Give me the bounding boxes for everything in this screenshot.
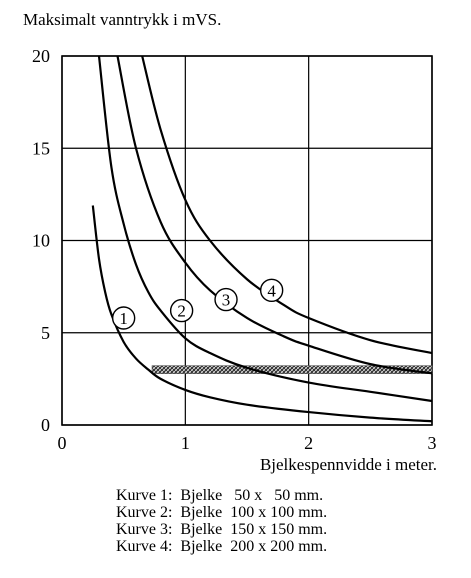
plot-frame (61, 55, 433, 426)
x-axis-label: Bjelkespennvidde i meter. (259, 455, 437, 474)
x-tick-label-2: 2 (304, 433, 313, 453)
y-tick-label-5: 5 (41, 323, 50, 343)
legend-item-3: Kurve 3: Bjelke 150 x 150 mm. (116, 521, 328, 538)
legend-item-2: Kurve 2: Bjelke 100 x 100 mm. (116, 504, 328, 521)
x-tick-label-3: 3 (428, 433, 437, 453)
legend: Kurve 1: Bjelke 50 x 50 mm. Kurve 2: Bje… (116, 487, 327, 555)
series-line-4 (141, 55, 433, 355)
curve-label-3: 3 (222, 291, 231, 310)
y-tick-label-0: 0 (41, 415, 50, 435)
series-line-3 (116, 55, 433, 375)
curve-label-circle-1 (111, 306, 136, 330)
y-tick-label-15: 15 (32, 138, 50, 158)
ticks-layer: 0 1 2 3 0 5 10 15 20 (32, 46, 437, 453)
curve-label-circle-4 (259, 278, 284, 303)
hatched-band (151, 365, 433, 374)
series-line-2 (97, 55, 433, 403)
y-tick-label-10: 10 (32, 231, 50, 251)
curve-label-circle-2 (169, 298, 194, 323)
curve-label-4: 4 (267, 281, 276, 300)
series-line-1 (91, 205, 433, 423)
curve-label-circle-3 (214, 287, 238, 312)
x-tick-label-1: 1 (181, 433, 190, 453)
curve-labels-layer: 1 2 3 4 (111, 278, 284, 330)
x-tick-label-0: 0 (58, 433, 67, 453)
legend-item-1: Kurve 1: Bjelke 50 x 50 mm. (116, 487, 324, 504)
y-axis-label: Maksimalt vanntrykk i mVS. (23, 10, 222, 29)
hatched-band-layer (151, 365, 433, 374)
curve-label-1: 1 (119, 309, 128, 328)
legend-item-4: Kurve 4: Bjelke 200 x 200 mm. (116, 538, 328, 555)
curve-label-2: 2 (177, 302, 186, 321)
y-tick-label-20: 20 (32, 46, 50, 66)
grid (61, 55, 433, 426)
